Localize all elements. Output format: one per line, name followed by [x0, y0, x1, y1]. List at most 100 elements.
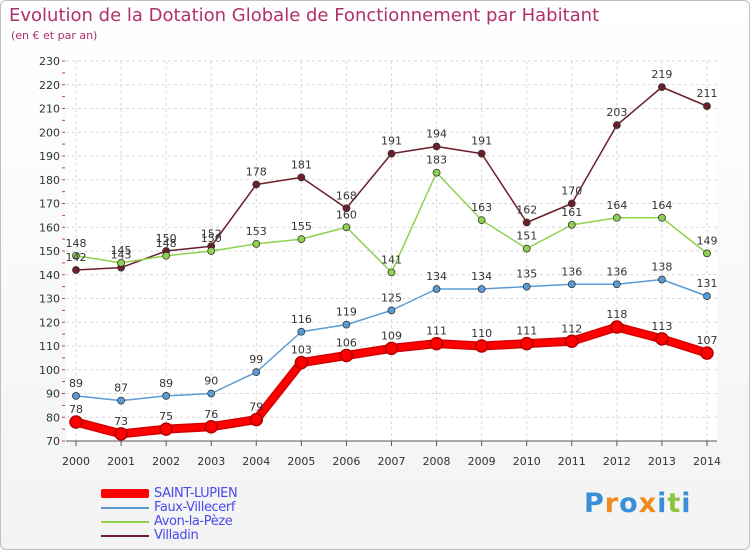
data-label: 78: [69, 403, 83, 416]
data-point[interactable]: [703, 102, 711, 111]
data-label: 131: [697, 277, 718, 290]
data-point[interactable]: [522, 282, 531, 291]
y-tick-label: 230: [39, 55, 60, 68]
data-label: 87: [114, 382, 128, 395]
data-point[interactable]: [159, 422, 173, 436]
data-point[interactable]: [72, 391, 80, 400]
data-point[interactable]: [72, 266, 80, 274]
legend-swatch: [101, 521, 149, 523]
data-point[interactable]: [612, 280, 621, 289]
data-point[interactable]: [252, 368, 261, 377]
data-label: 116: [291, 313, 312, 326]
logo-letter: P: [584, 488, 605, 519]
data-label: 103: [291, 344, 312, 357]
data-point[interactable]: [162, 251, 171, 260]
data-label: 150: [201, 232, 222, 245]
data-point[interactable]: [477, 285, 486, 293]
y-tick-label: 70: [46, 435, 60, 448]
data-point[interactable]: [114, 427, 128, 441]
y-tick-label: 150: [39, 245, 60, 258]
data-label: 191: [471, 135, 492, 148]
data-point[interactable]: [342, 204, 351, 213]
data-point[interactable]: [429, 336, 444, 351]
data-label: 113: [651, 320, 672, 333]
series-saint-lupien: [69, 320, 714, 441]
data-point[interactable]: [162, 391, 171, 400]
data-point[interactable]: [117, 396, 125, 405]
y-tick-label: 100: [39, 364, 60, 377]
y-tick-label: 90: [46, 388, 60, 401]
data-point[interactable]: [297, 327, 306, 336]
data-point[interactable]: [432, 142, 441, 151]
data-label: 79: [249, 401, 263, 414]
logo-letter: i: [681, 488, 692, 519]
data-point[interactable]: [658, 275, 666, 284]
data-point[interactable]: [297, 235, 306, 244]
data-label: 164: [606, 199, 627, 212]
data-point[interactable]: [69, 415, 83, 429]
data-label: 125: [381, 291, 402, 304]
data-point[interactable]: [612, 213, 621, 222]
data-point[interactable]: [700, 346, 714, 360]
data-label: 99: [249, 353, 263, 366]
data-point[interactable]: [297, 173, 306, 182]
data-label: 148: [156, 237, 177, 250]
data-point[interactable]: [477, 216, 486, 225]
data-point[interactable]: [207, 247, 216, 255]
x-tick-label: 2004: [242, 455, 270, 468]
data-point[interactable]: [565, 334, 579, 348]
data-point[interactable]: [207, 389, 216, 398]
data-point[interactable]: [703, 249, 711, 258]
data-point[interactable]: [612, 121, 621, 130]
data-point[interactable]: [658, 213, 666, 222]
data-point[interactable]: [567, 220, 576, 229]
data-point[interactable]: [477, 149, 486, 158]
legend-swatch: [101, 489, 149, 498]
data-point[interactable]: [703, 292, 711, 301]
data-point[interactable]: [204, 420, 218, 434]
logo-letter: x: [638, 488, 658, 519]
data-label: 142: [66, 251, 87, 264]
x-tick-label: 2010: [513, 455, 541, 468]
data-label: 134: [471, 270, 492, 283]
data-point[interactable]: [658, 83, 666, 92]
data-label: 75: [159, 410, 173, 423]
data-label: 141: [381, 253, 402, 266]
data-point[interactable]: [567, 199, 576, 208]
series-faux-villecerf: [72, 275, 711, 405]
data-label: 194: [426, 128, 447, 141]
data-label: 138: [651, 261, 672, 274]
data-point[interactable]: [474, 339, 489, 353]
data-point[interactable]: [249, 412, 264, 427]
data-point[interactable]: [252, 180, 261, 189]
x-tick-label: 2000: [62, 455, 90, 468]
data-point[interactable]: [387, 268, 396, 277]
x-tick-label: 2003: [197, 455, 225, 468]
data-point[interactable]: [655, 332, 669, 346]
data-point[interactable]: [519, 336, 534, 351]
data-point[interactable]: [610, 320, 624, 334]
data-point[interactable]: [522, 218, 531, 227]
data-point[interactable]: [294, 355, 309, 370]
y-tick-label: 140: [39, 269, 60, 282]
data-point[interactable]: [432, 285, 441, 293]
data-point[interactable]: [387, 306, 396, 315]
data-label: 119: [336, 306, 357, 319]
data-point[interactable]: [384, 341, 399, 356]
data-point[interactable]: [117, 258, 125, 267]
data-point[interactable]: [432, 168, 441, 177]
proxiti-logo: Proxiti: [584, 488, 692, 519]
data-point[interactable]: [339, 348, 354, 363]
data-point[interactable]: [387, 149, 396, 158]
x-tick-label: 2012: [603, 455, 631, 468]
data-label: 153: [246, 225, 267, 238]
x-tick-label: 2002: [152, 455, 180, 468]
data-point[interactable]: [342, 223, 351, 232]
data-point[interactable]: [252, 239, 261, 248]
data-point[interactable]: [72, 251, 80, 260]
data-point[interactable]: [342, 320, 351, 329]
data-label: 134: [426, 270, 447, 283]
data-point[interactable]: [567, 280, 576, 289]
data-point[interactable]: [522, 244, 531, 253]
